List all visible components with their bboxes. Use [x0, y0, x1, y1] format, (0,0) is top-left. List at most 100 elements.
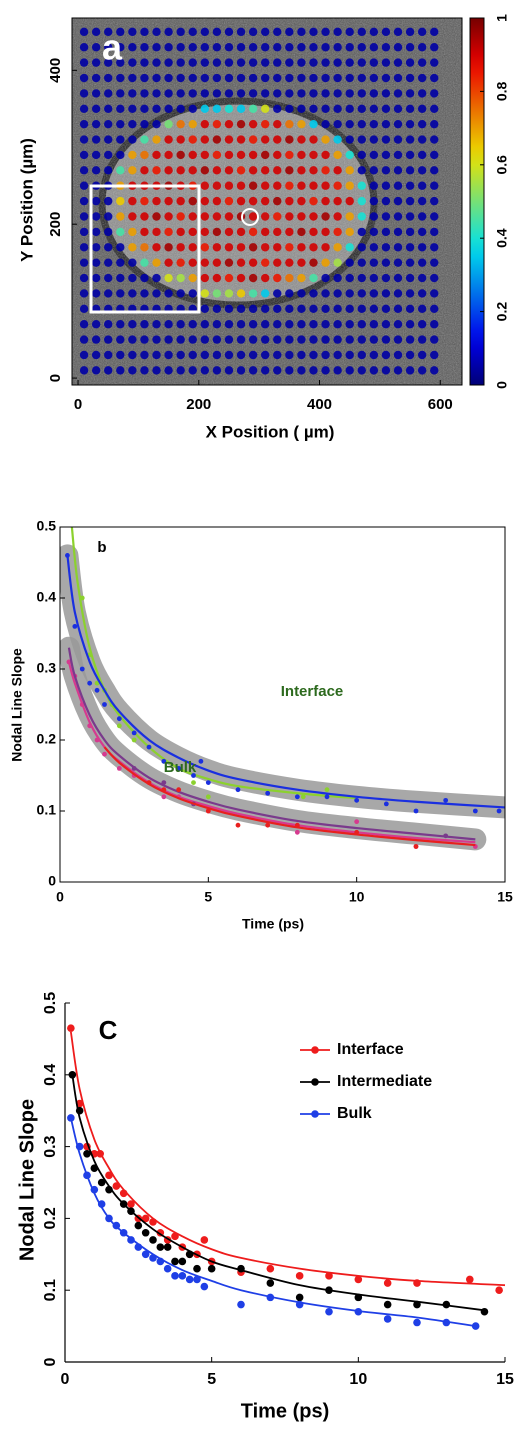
dot	[116, 335, 125, 344]
dot	[91, 89, 101, 98]
data-point	[205, 808, 211, 814]
data-point	[112, 1221, 121, 1230]
dot	[236, 166, 246, 175]
dot	[140, 212, 149, 221]
dot	[248, 181, 258, 190]
dot	[212, 150, 222, 160]
dot	[321, 58, 330, 67]
dot	[405, 27, 415, 37]
dot	[116, 58, 125, 67]
dot	[224, 119, 234, 129]
dot	[333, 181, 342, 190]
dot	[430, 227, 439, 237]
dot	[273, 27, 282, 37]
dot	[321, 335, 330, 344]
dot	[309, 212, 318, 221]
data-point	[102, 702, 107, 707]
dot	[273, 104, 282, 113]
dot	[236, 320, 246, 329]
dot	[200, 43, 210, 52]
dot	[224, 258, 234, 267]
dot	[381, 181, 391, 190]
dot	[224, 320, 234, 329]
dot	[333, 43, 342, 52]
dot	[405, 366, 415, 375]
data-point	[266, 1293, 275, 1302]
dot	[357, 243, 366, 252]
dot	[309, 166, 318, 175]
dot	[333, 89, 342, 98]
dot	[116, 258, 125, 267]
data-point	[146, 744, 152, 750]
dot	[369, 227, 379, 237]
dot	[260, 196, 270, 206]
y-tick-label: 0.5	[37, 518, 57, 534]
dot	[164, 196, 173, 206]
dot	[345, 366, 354, 375]
dot	[140, 119, 149, 129]
dot	[91, 258, 101, 267]
data-point	[237, 1264, 245, 1273]
dot	[381, 150, 391, 160]
panel-label: a	[102, 27, 123, 68]
dot	[212, 243, 222, 252]
marker-circle	[241, 208, 259, 226]
dot	[200, 258, 210, 267]
dot	[200, 243, 210, 252]
data-point	[87, 723, 93, 729]
dot	[176, 135, 185, 144]
dot	[212, 350, 222, 360]
dot	[297, 212, 306, 221]
dot	[236, 366, 246, 375]
dot	[260, 320, 270, 329]
data-point	[294, 794, 300, 800]
colorbar-tick-label: 0.6	[494, 155, 510, 175]
dot	[152, 273, 161, 283]
dot	[164, 320, 173, 329]
dot	[176, 320, 185, 329]
dot	[273, 58, 282, 67]
dot	[333, 273, 342, 283]
dot	[164, 89, 173, 98]
dot	[417, 196, 427, 206]
dot	[236, 104, 246, 113]
dot	[273, 366, 282, 375]
dot	[79, 166, 89, 175]
dot	[91, 212, 101, 221]
dot	[297, 27, 306, 37]
dot	[309, 43, 318, 52]
dot	[369, 89, 379, 98]
dot	[357, 150, 366, 160]
data-point	[471, 1322, 480, 1330]
dot	[369, 166, 379, 175]
dot	[285, 73, 294, 83]
dot	[91, 73, 101, 83]
dot	[91, 27, 101, 37]
fit-line	[66, 555, 505, 809]
dot	[104, 135, 113, 144]
dot	[152, 27, 161, 37]
dot	[321, 320, 330, 329]
dot	[152, 104, 161, 113]
dot	[345, 58, 354, 67]
dot	[273, 166, 282, 175]
data-point	[354, 819, 360, 825]
data-point	[112, 1182, 121, 1190]
dot	[321, 119, 330, 129]
dot	[430, 366, 439, 375]
dot	[345, 150, 354, 160]
dot	[224, 227, 234, 237]
dot	[393, 289, 403, 298]
dot	[128, 150, 137, 160]
dot	[381, 89, 391, 98]
dot	[260, 73, 270, 83]
dot	[333, 27, 342, 37]
dot	[260, 104, 270, 113]
data-point	[105, 1185, 113, 1194]
dot	[417, 89, 427, 98]
dot	[393, 104, 403, 113]
dot	[91, 166, 101, 175]
dot	[248, 212, 258, 221]
dot	[333, 166, 342, 175]
dot	[248, 150, 258, 160]
